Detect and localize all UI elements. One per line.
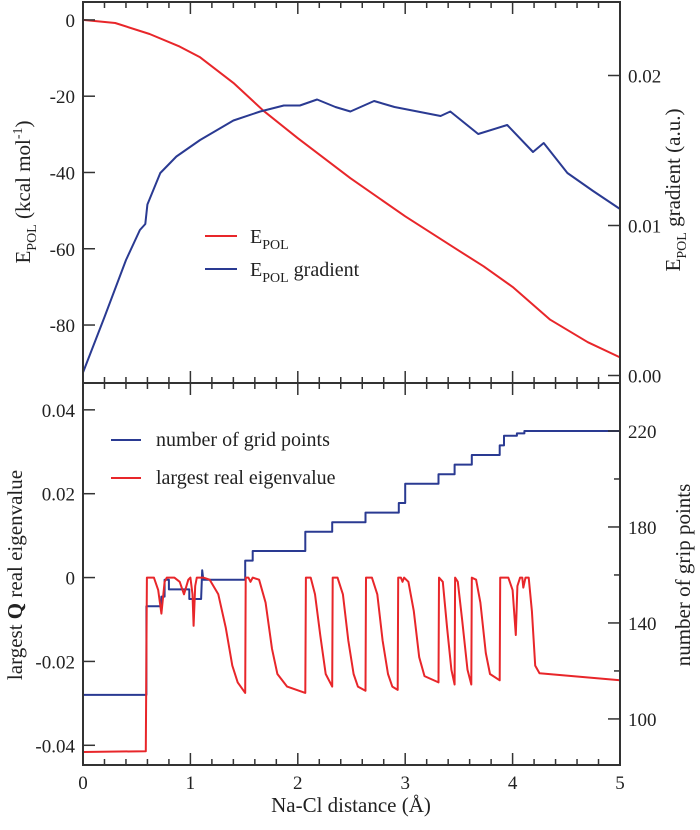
y-tick-label-right: 100 <box>628 710 657 731</box>
series-line-e-pol-gradient <box>82 98 621 373</box>
y-tick-label-left: -0.02 <box>35 652 75 673</box>
y-tick-label-left: 0 <box>66 569 76 590</box>
ylabel-rest: gradient (a.u.) <box>661 109 685 233</box>
ylabel-sub: POL <box>25 224 40 250</box>
x-tick-label: 0 <box>78 773 88 794</box>
top-left-axis-title: EPOL (kcal mol-1) <box>11 120 40 263</box>
legend-label-eigenvalue: largest real eigenvalue <box>156 467 336 489</box>
x-axis-title: Na-Cl distance (Å) <box>271 793 431 817</box>
ylabel-main: E <box>11 251 35 264</box>
top-legend: EPOL EPOL gradient <box>205 226 360 286</box>
legend-label-grid-points: number of grid points <box>156 429 330 451</box>
legend-label-gradient: EPOL gradient <box>250 259 360 286</box>
y-tick-label-left: -20 <box>50 87 75 108</box>
y-tick-label-left: 0.02 <box>42 485 75 506</box>
y-tick-label-left: -60 <box>50 240 75 261</box>
series-line-largest-real-eigenvalue <box>82 576 621 753</box>
y-tick-label-right: 140 <box>628 614 657 635</box>
ylabel-rest: (kcal mol <box>11 139 35 224</box>
ylabel-main: E <box>661 259 685 272</box>
y-tick-label-left: -0.04 <box>35 736 75 757</box>
bottom-right-axis-title: number of grip points <box>671 484 695 667</box>
x-tick-label: 3 <box>400 773 410 794</box>
x-tick-label: 4 <box>508 773 518 794</box>
panel-frame <box>82 1 621 384</box>
plot-marks: 0 -20 -40 -60 -80 0.00 0.01 0.02 0.04 0.02 0 -0.02 -… <box>35 1 661 794</box>
y-tick-label-right: 0.00 <box>628 367 661 388</box>
bottom-legend: number of grid points largest real eigen… <box>111 429 336 489</box>
top-right-axis-title: EPOL gradient (a.u.) <box>661 109 690 272</box>
series-line-e-pol <box>82 18 621 359</box>
x-tick-label: 5 <box>615 773 625 794</box>
x-tick-label: 1 <box>186 773 196 794</box>
ylabel-sup: -1 <box>11 127 26 139</box>
y-tick-label-right: 180 <box>628 518 657 539</box>
bottom-left-axis-title: largest Q real eigenvalue <box>3 470 27 680</box>
y-tick-label-left: -80 <box>50 316 75 337</box>
x-tick-label: 2 <box>293 773 303 794</box>
y-tick-label-left: 0 <box>66 11 76 32</box>
legend-label-epol: EPOL <box>250 226 289 253</box>
y-tick-label-left: -40 <box>50 163 75 184</box>
y-tick-label-left: 0.04 <box>42 401 76 422</box>
panel-frame <box>82 382 621 766</box>
y-tick-label-right: 0.02 <box>628 67 661 88</box>
y-tick-label-right: 220 <box>628 422 657 443</box>
ylabel-sub: POL <box>675 232 690 258</box>
series-line-number-of-grid-points <box>83 430 620 696</box>
ylabel-close: ) <box>11 120 35 127</box>
y-tick-label-right: 0.01 <box>628 217 661 238</box>
